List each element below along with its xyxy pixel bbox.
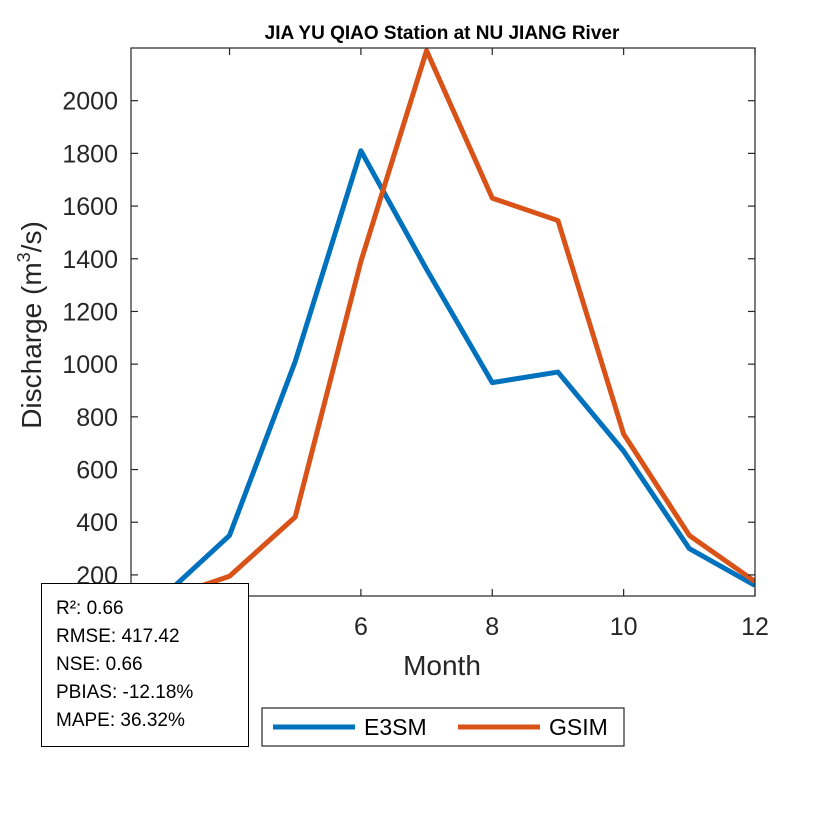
axes-background <box>131 48 755 596</box>
x-tick-label: 6 <box>354 613 368 641</box>
y-tick-label: 600 <box>76 457 118 485</box>
legend-label-gsim: GSIM <box>549 714 608 740</box>
y-tick-label: 1000 <box>62 351 118 379</box>
stat-nse: NSE: 0.66 <box>56 654 143 675</box>
y-tick-label: 800 <box>76 404 118 432</box>
stat-r2: R²: 0.66 <box>56 598 124 619</box>
y-axis-label-tail: /s) <box>16 221 47 252</box>
axes-box <box>130 47 756 597</box>
series-line-gsim <box>163 48 755 596</box>
y-tick-label: 1800 <box>62 140 118 168</box>
x-tick-label: 12 <box>741 613 769 641</box>
y-tick-label: 1200 <box>62 298 118 326</box>
legend: E3SM GSIM <box>261 707 625 747</box>
stat-pbias: PBIAS: -12.18% <box>56 682 194 703</box>
y-tick-label: 1400 <box>62 246 118 274</box>
plot-area: 4681012200400600800100012001400160018002… <box>62 47 769 641</box>
y-axis-label: Discharge (m3/s) <box>14 221 47 429</box>
stats-box: R²: 0.66 RMSE: 417.42 NSE: 0.66 PBIAS: -… <box>41 583 249 747</box>
stat-rmse: RMSE: 417.42 <box>56 626 180 647</box>
series-line-e3sm <box>148 148 755 596</box>
legend-label-e3sm: E3SM <box>364 714 427 740</box>
x-tick-label: 8 <box>485 613 499 641</box>
stat-mape: MAPE: 36.32% <box>56 710 185 731</box>
y-tick-label: 2000 <box>62 88 118 116</box>
y-tick-label: 1600 <box>62 193 118 221</box>
chart-title: JIA YU QIAO Station at NU JIANG River <box>265 23 620 44</box>
x-tick-label: 10 <box>610 613 638 641</box>
x-axis-label: Month <box>403 650 481 681</box>
y-tick-label: 400 <box>76 509 118 537</box>
y-axis-label-sup: 3 <box>14 252 34 262</box>
y-axis-label-main: Discharge (m <box>16 262 47 428</box>
